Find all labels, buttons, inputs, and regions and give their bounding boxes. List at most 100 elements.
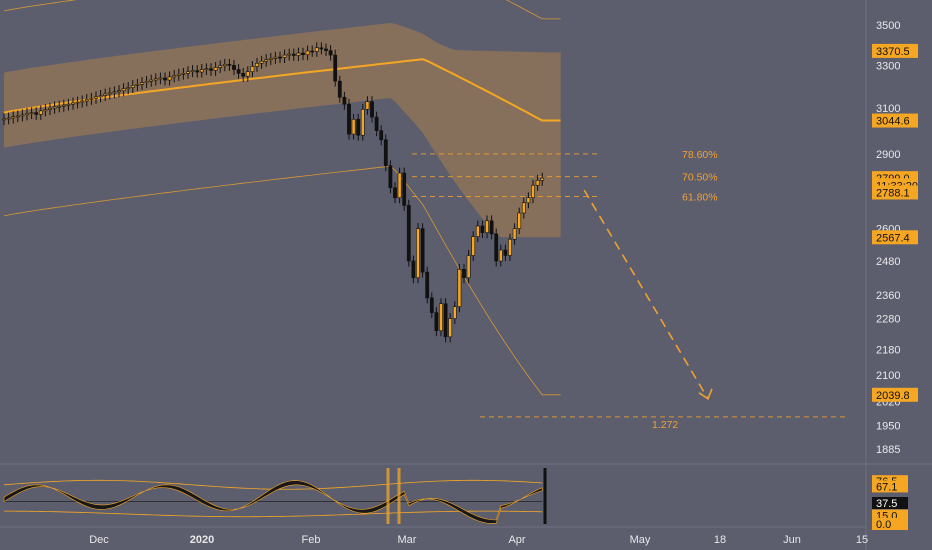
price-tag-label: 2039.8	[876, 390, 910, 402]
candle	[103, 93, 108, 96]
candle	[66, 103, 71, 106]
y-tick-label: 3300	[876, 60, 900, 72]
candle	[43, 109, 48, 112]
candle	[213, 67, 218, 71]
candle	[475, 225, 480, 237]
candle	[112, 91, 117, 94]
price-tag-label: 3044.6	[876, 116, 910, 128]
envelope-band	[4, 23, 561, 238]
candle	[411, 260, 416, 279]
candle	[466, 255, 471, 279]
candle	[503, 249, 508, 256]
candle	[158, 77, 163, 80]
candle	[94, 96, 98, 99]
candle	[209, 68, 213, 71]
candle	[406, 205, 411, 262]
candle	[379, 130, 384, 141]
candle	[425, 271, 430, 299]
candle	[535, 180, 540, 186]
candle	[57, 105, 62, 108]
fib-level-label: 1.272	[652, 419, 678, 431]
candle	[489, 220, 494, 235]
candle	[287, 53, 292, 56]
candle	[241, 73, 246, 77]
candle	[126, 87, 131, 89]
candle	[181, 73, 186, 75]
y-tick-label: 2480	[876, 256, 900, 268]
y-tick-label: 3500	[876, 20, 900, 32]
candle	[25, 113, 29, 116]
osc-ribbon	[3, 480, 543, 524]
candle	[61, 104, 66, 107]
candle	[494, 233, 499, 262]
price-pane[interactable]: 78.60% 70.50% 61.80% 1.272	[2, 0, 848, 431]
candle	[38, 110, 43, 115]
osc-tag-label: 37.5	[876, 498, 897, 510]
candle	[397, 172, 402, 199]
candle	[117, 90, 121, 93]
candle	[374, 116, 379, 131]
candle	[190, 70, 195, 72]
candle	[264, 59, 269, 62]
candle	[439, 303, 443, 331]
candle	[383, 139, 388, 167]
candle	[328, 50, 333, 56]
candle	[351, 119, 356, 135]
x-tick-label: Mar	[398, 534, 417, 546]
candle	[163, 77, 167, 81]
candle	[360, 108, 365, 136]
candle	[140, 82, 144, 85]
candle	[347, 103, 351, 135]
candle	[416, 228, 420, 279]
x-tick-label: May	[630, 534, 651, 546]
price-tag-label: 2567.4	[876, 232, 910, 244]
candle	[167, 76, 172, 81]
candle	[199, 69, 204, 73]
osc-tag-label: 0.0	[876, 519, 891, 531]
candle	[172, 75, 177, 78]
candle	[508, 238, 512, 256]
osc-tag	[872, 509, 908, 522]
candle	[540, 177, 545, 181]
y-tick-label: 2900	[876, 149, 900, 161]
candle	[337, 80, 342, 98]
candle	[448, 318, 453, 338]
candle	[15, 115, 20, 118]
time-axis: Dec 2020 Feb Mar Apr May 18 Jun 15	[0, 526, 868, 546]
candle	[521, 202, 526, 214]
candle	[135, 84, 140, 86]
y-tick-label: 1950	[876, 421, 900, 433]
candle	[301, 52, 305, 55]
fib-level-label: 61.80%	[682, 191, 718, 203]
fib-level-label: 70.50%	[682, 172, 718, 184]
candle	[255, 63, 259, 67]
candle	[485, 220, 489, 233]
candle	[457, 269, 462, 307]
candle	[80, 100, 85, 103]
price-axis: 3500330031002900260024802360228021802100…	[865, 0, 918, 550]
candle	[388, 165, 393, 189]
price-tag	[872, 43, 918, 58]
candle	[71, 102, 75, 105]
projection-arrow	[583, 189, 709, 400]
candle	[273, 56, 278, 59]
candle	[393, 187, 397, 199]
candle	[512, 228, 517, 240]
candle	[75, 101, 80, 104]
y-tick-label: 1885	[876, 444, 900, 456]
candle	[356, 119, 361, 136]
x-tick-label: Apr	[508, 534, 525, 546]
candle	[452, 306, 457, 319]
candle	[48, 107, 52, 110]
candle	[236, 69, 241, 74]
x-tick-label: 15	[856, 534, 868, 546]
osc-tag	[872, 497, 908, 509]
candle	[370, 101, 374, 118]
candle	[480, 225, 485, 233]
oscillator-pane[interactable]	[0, 463, 932, 524]
candle	[107, 92, 112, 95]
x-tick-label: 2020	[190, 534, 214, 546]
candle	[176, 73, 181, 76]
